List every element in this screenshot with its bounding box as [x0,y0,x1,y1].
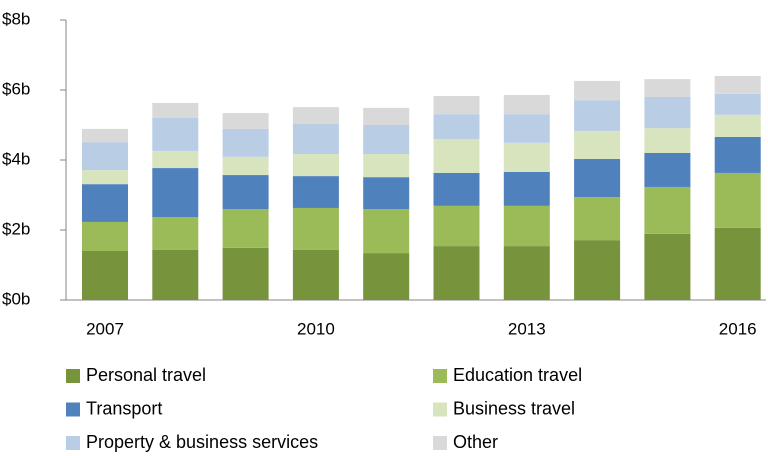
bar-segment [503,171,550,206]
legend-swatch [66,436,80,450]
legend-swatch [433,402,447,417]
bar-segment [503,246,550,300]
bar-segment [292,176,339,208]
bar-segment [222,156,269,176]
y-tick-label: $2b [2,219,30,238]
legend-swatch [66,402,80,417]
y-tick-label: $6b [2,79,30,98]
x-tick-label: 2010 [297,319,335,338]
bar-segment [363,209,410,254]
bar-segment [292,154,339,177]
bar-segment [433,172,480,206]
bar-segment [503,114,550,143]
legend-label: Other [453,432,498,452]
bar-segment [714,93,761,115]
x-tick-label: 2007 [86,319,124,338]
bar-segment [363,107,410,125]
bar-segment [152,118,199,151]
bar-segment [644,233,691,300]
bar-segment [644,79,691,97]
bar-segment [503,94,550,115]
bar-segment [714,136,761,173]
bar-segment [292,123,339,155]
bar-segment [433,205,480,247]
bar-segment [503,205,550,247]
x-tick-label: 2013 [508,319,546,338]
bar-segment [82,251,128,300]
legend-swatch [66,369,80,383]
bar-segment [714,172,761,228]
legend-label: Property & business services [86,432,318,452]
bar-segment [433,95,480,115]
bar-segment [644,153,691,187]
legend-label: Personal travel [86,365,206,385]
bar-segment [152,102,199,118]
bar-segment [292,107,339,124]
bar-segment [714,76,761,94]
bar-segment [714,227,761,300]
bar-segment [363,125,410,155]
legend-swatch [433,436,447,450]
bar-segment [574,158,621,198]
bar-segment [363,154,410,178]
bar-segment [152,168,199,218]
bar-segment [82,221,128,251]
legend-label: Education travel [453,365,582,385]
bar-segment [574,100,621,131]
bar-segment [292,249,339,300]
bar-segment [433,139,480,173]
bar-segment [644,186,691,234]
bar-segment [363,177,410,209]
legend-label: Transport [86,398,162,418]
legend-swatch [433,369,447,383]
y-tick-label: $8b [2,9,30,28]
bar-segment [574,240,621,300]
bar-segment [152,150,199,169]
x-tick-label: 2016 [719,319,757,338]
bar-segment [152,249,199,300]
bar-segment [222,128,269,157]
y-tick-label: $0b [2,289,30,308]
bar-segment [644,128,691,153]
bar-segment [292,207,339,250]
bar-segment [82,128,128,143]
bar-segment [222,113,269,129]
bar-segment [433,246,480,300]
bar-segment [574,130,621,159]
bar-segment [644,97,691,129]
bar-segment [714,114,761,137]
bar-segment [222,175,269,209]
bar-segment [152,217,199,250]
bar-segment [222,209,269,248]
bar-segment [363,253,410,300]
bar-segment [222,247,269,300]
bar-segment [574,197,621,241]
y-tick-label: $4b [2,149,30,168]
bar-segment [433,114,480,139]
bar-segment [82,170,128,185]
legend-label: Business travel [453,398,575,418]
bar-segment [574,80,621,101]
bar-segment [82,142,128,171]
bar-segment [82,184,128,222]
bar-segment [503,142,550,172]
